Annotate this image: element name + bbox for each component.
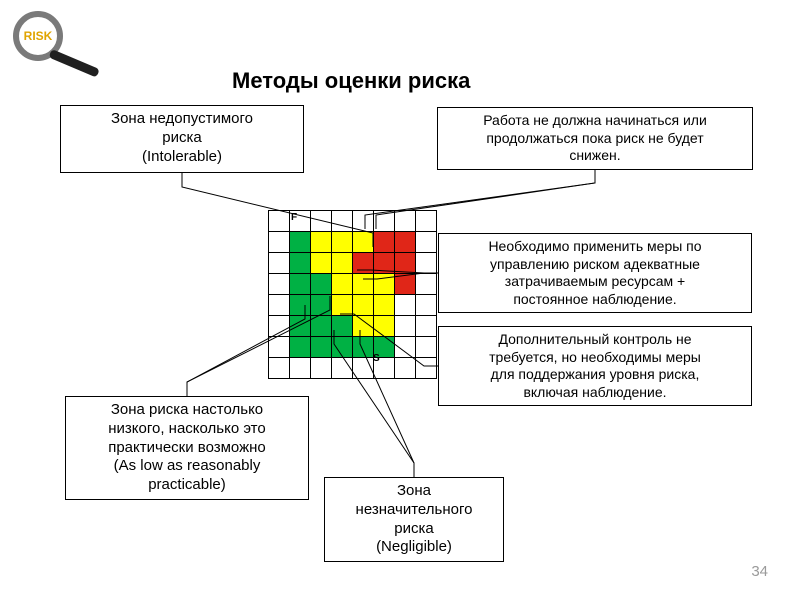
matrix-cell [311,295,332,316]
matrix-cell [269,274,290,295]
page-title: Методы оценки риска [232,68,470,94]
risk-magnifier-icon: RISK [8,6,128,91]
matrix-cell [416,358,437,379]
callout-intolerable-label: Зона недопустимогориска(Intolerable) [60,105,304,173]
logo-text: RISK [24,29,53,43]
matrix-cell [332,316,353,337]
matrix-cell [269,211,290,232]
matrix-cell [269,358,290,379]
risk-matrix [268,210,437,379]
matrix-cell [416,274,437,295]
matrix-cell [269,232,290,253]
matrix-cell [332,295,353,316]
callout-alarp-label: Зона риска настольконизкого, насколько э… [65,396,309,500]
matrix-cell [374,232,395,253]
matrix-cell [290,358,311,379]
matrix-cell [395,337,416,358]
matrix-cell [311,211,332,232]
axis-label-f: F [291,212,297,223]
matrix-cell [416,253,437,274]
matrix-cell [395,232,416,253]
matrix-cell [311,337,332,358]
matrix-cell [290,232,311,253]
matrix-cell [395,358,416,379]
matrix-cell [395,295,416,316]
matrix-cell [353,295,374,316]
matrix-cell [353,211,374,232]
matrix-cell [353,358,374,379]
diagram-root: { "title": { "text": "Методы оценки риск… [0,0,800,600]
matrix-cell [269,337,290,358]
matrix-cell [395,316,416,337]
matrix-cell [332,358,353,379]
matrix-cell [290,295,311,316]
matrix-cell [290,337,311,358]
callout-alarp-desc: Необходимо применить меры поуправлению р… [438,233,752,313]
matrix-cell [311,232,332,253]
matrix-cell [374,295,395,316]
matrix-cell [353,253,374,274]
matrix-cell [311,316,332,337]
matrix-cell [395,253,416,274]
matrix-cell [290,253,311,274]
matrix-cell [416,295,437,316]
page-number: 34 [751,563,768,580]
callout-negligible-desc: Дополнительный контроль нетребуется, но … [438,326,752,406]
matrix-cell [332,253,353,274]
matrix-cell [311,274,332,295]
matrix-cell [332,232,353,253]
matrix-cell [395,211,416,232]
matrix-cell [416,211,437,232]
matrix-cell [395,274,416,295]
matrix-cell [269,316,290,337]
matrix-cell [311,358,332,379]
matrix-cell [269,253,290,274]
axis-label-s: S [373,353,380,364]
matrix-cell [353,232,374,253]
matrix-cell [416,232,437,253]
matrix-cell [311,253,332,274]
matrix-cell [332,337,353,358]
matrix-cell [374,316,395,337]
matrix-cell [290,316,311,337]
matrix-cell [374,211,395,232]
risk-matrix-table [268,210,437,379]
matrix-cell [374,253,395,274]
matrix-cell [416,316,437,337]
callout-intolerable-desc: Работа не должна начинаться илипродолжат… [437,107,753,170]
matrix-cell [290,274,311,295]
matrix-cell [353,337,374,358]
matrix-cell [416,337,437,358]
matrix-cell [269,295,290,316]
matrix-cell [374,274,395,295]
matrix-cell [353,316,374,337]
matrix-cell [332,274,353,295]
callout-negligible-label: Зонанезначительногориска(Negligible) [324,477,504,562]
matrix-cell [353,274,374,295]
matrix-cell [332,211,353,232]
